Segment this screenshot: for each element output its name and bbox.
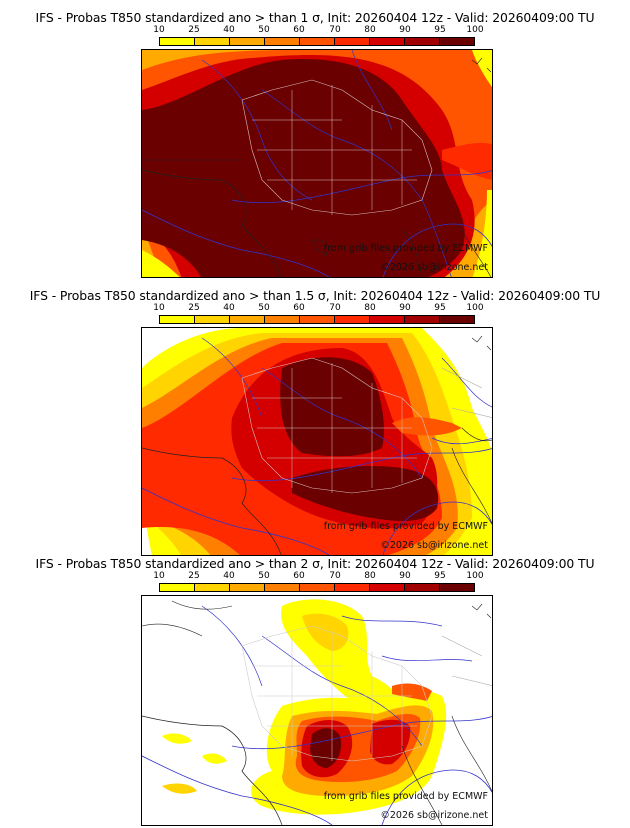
swatch	[299, 584, 334, 591]
swatch	[229, 38, 264, 45]
tick-label: 40	[223, 571, 235, 581]
tick-label: 70	[329, 303, 341, 313]
probability-map: from grib files provided by ECMWF ©2026 …	[141, 49, 493, 278]
swatch	[439, 38, 474, 45]
swatch	[299, 38, 334, 45]
colorbar-swatches	[159, 583, 475, 592]
tick-label: 95	[434, 25, 446, 35]
colorbar-ticks: 10 25 40 50 60 70 80 90 95 100	[153, 25, 483, 36]
tick-label: 95	[434, 571, 446, 581]
swatch	[264, 38, 299, 45]
map-graphic	[142, 50, 492, 277]
panel-title: IFS - Probas T850 standardized ano > tha…	[35, 10, 595, 25]
swatch	[334, 38, 369, 45]
colorbar: 10 25 40 50 60 70 80 90 95 100	[153, 25, 484, 47]
swatch	[194, 38, 229, 45]
tick-label: 80	[364, 571, 376, 581]
tick-label: 40	[223, 25, 235, 35]
tick-label: 100	[466, 25, 484, 35]
swatch	[160, 584, 194, 591]
swatch	[229, 584, 264, 591]
swatch	[160, 38, 194, 45]
swatch	[404, 38, 439, 45]
copyright-credit: ©2026 sb@irizone.net	[380, 540, 488, 551]
swatch	[369, 38, 404, 45]
tick-label: 25	[188, 25, 200, 35]
probability-map: from grib files provided by ECMWF ©2026 …	[141, 595, 493, 826]
source-credit: from grib files provided by ECMWF	[323, 243, 488, 254]
tick-label: 100	[466, 571, 484, 581]
swatch	[160, 316, 194, 323]
tick-label: 25	[188, 571, 200, 581]
swatch	[264, 584, 299, 591]
map-graphic	[142, 328, 492, 555]
swatch	[299, 316, 334, 323]
tick-label: 90	[399, 571, 411, 581]
tick-label: 60	[293, 303, 305, 313]
panel-title: IFS - Probas T850 standardized ano > tha…	[29, 288, 601, 303]
copyright-credit: ©2026 sb@irizone.net	[380, 262, 488, 273]
colorbar-swatches	[159, 37, 475, 46]
swatch	[439, 316, 474, 323]
tick-label: 50	[258, 571, 270, 581]
tick-label: 90	[399, 25, 411, 35]
tick-label: 90	[399, 303, 411, 313]
tick-label: 10	[153, 303, 165, 313]
swatch	[369, 316, 404, 323]
colorbar-swatches	[159, 315, 475, 324]
source-credit: from grib files provided by ECMWF	[323, 791, 488, 802]
swatch	[194, 584, 229, 591]
tick-label: 25	[188, 303, 200, 313]
swatch	[264, 316, 299, 323]
tick-label: 80	[364, 303, 376, 313]
swatch	[194, 316, 229, 323]
tick-label: 100	[466, 303, 484, 313]
copyright-credit: ©2026 sb@irizone.net	[380, 810, 488, 821]
panel-title: IFS - Probas T850 standardized ano > tha…	[35, 556, 595, 571]
tick-label: 10	[153, 25, 165, 35]
tick-label: 40	[223, 303, 235, 313]
probability-map: from grib files provided by ECMWF ©2026 …	[141, 327, 493, 556]
tick-label: 95	[434, 303, 446, 313]
tick-label: 60	[293, 571, 305, 581]
tick-label: 60	[293, 25, 305, 35]
swatch	[404, 584, 439, 591]
swatch	[404, 316, 439, 323]
tick-label: 70	[329, 25, 341, 35]
colorbar: 10 25 40 50 60 70 80 90 95 100	[153, 571, 484, 593]
colorbar-ticks: 10 25 40 50 60 70 80 90 95 100	[153, 571, 483, 582]
colorbar: 10 25 40 50 60 70 80 90 95 100	[153, 303, 484, 325]
tick-label: 50	[258, 25, 270, 35]
swatch	[334, 584, 369, 591]
tick-label: 10	[153, 571, 165, 581]
colorbar-ticks: 10 25 40 50 60 70 80 90 95 100	[153, 303, 483, 314]
swatch	[439, 584, 474, 591]
tick-label: 80	[364, 25, 376, 35]
tick-label: 70	[329, 571, 341, 581]
swatch	[369, 584, 404, 591]
tick-label: 50	[258, 303, 270, 313]
swatch	[229, 316, 264, 323]
source-credit: from grib files provided by ECMWF	[323, 521, 488, 532]
swatch	[334, 316, 369, 323]
map-graphic	[142, 596, 492, 825]
